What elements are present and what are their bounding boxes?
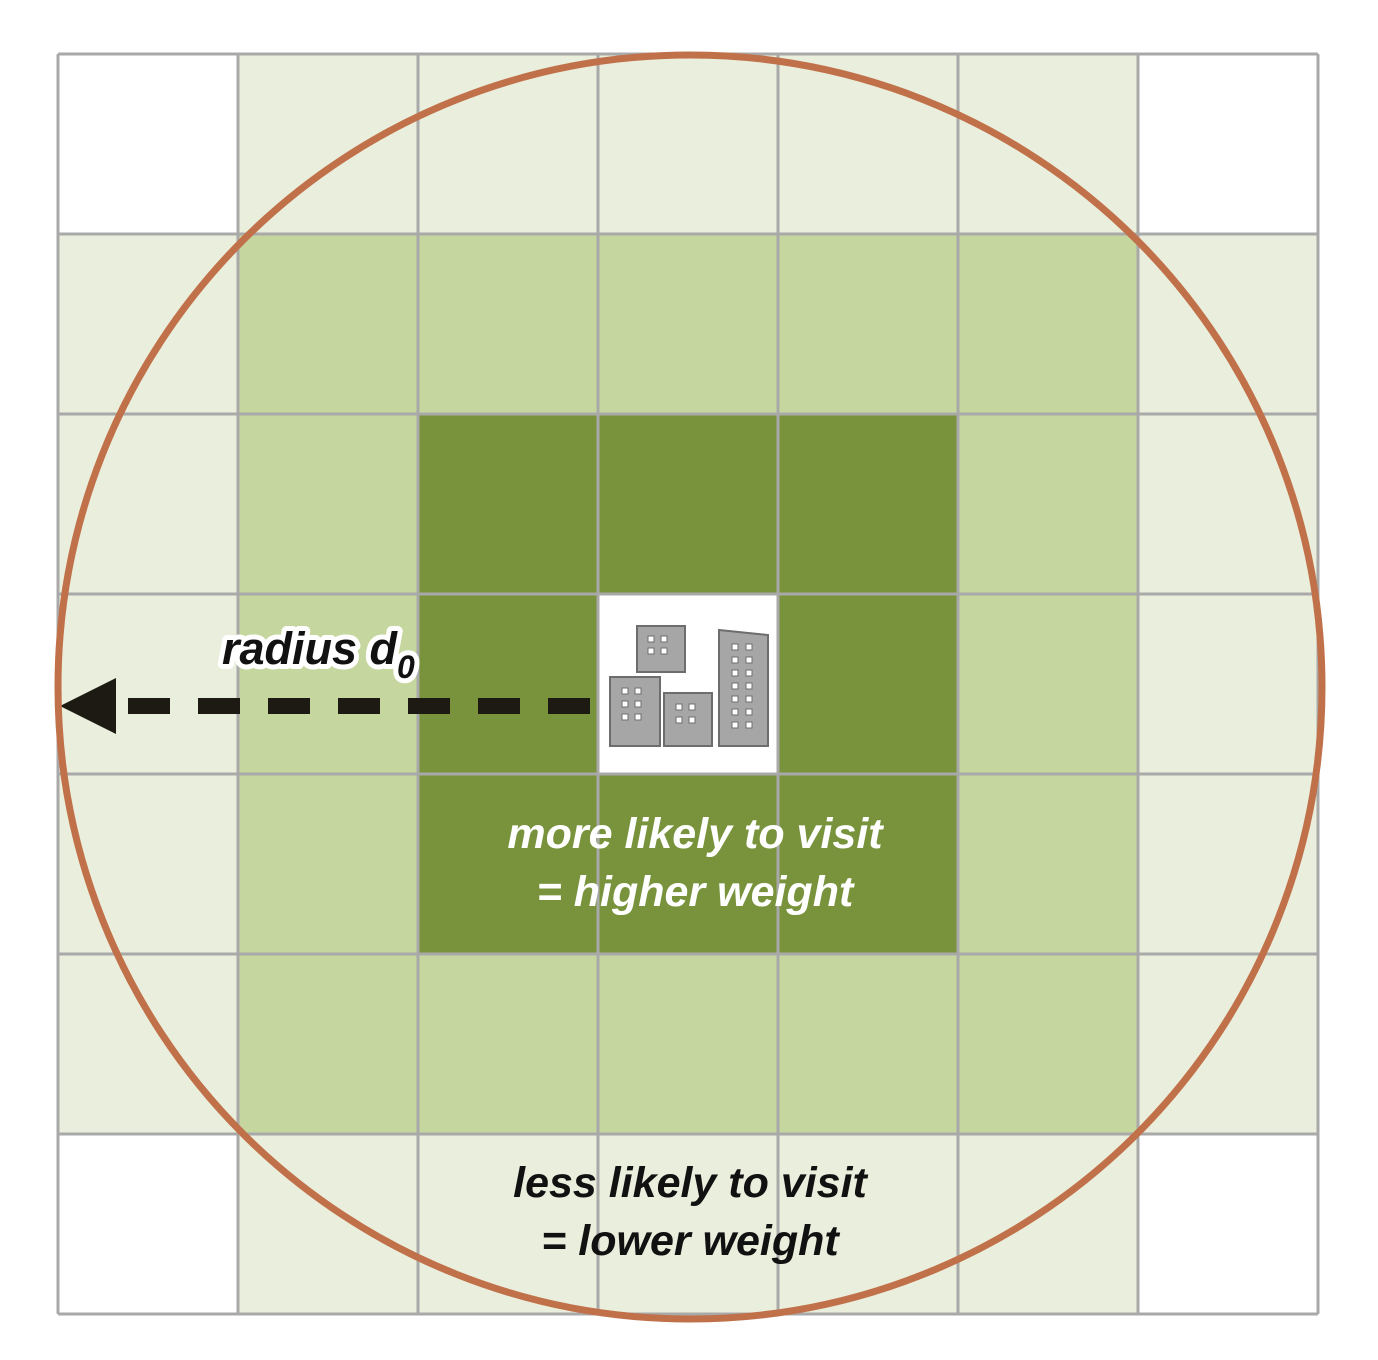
grid-cell-outer bbox=[598, 1134, 778, 1314]
grid-cell-outer bbox=[58, 954, 238, 1134]
building-window bbox=[745, 695, 753, 703]
building-window bbox=[745, 669, 753, 677]
building-window bbox=[745, 721, 753, 729]
building-window bbox=[745, 643, 753, 651]
grid-cell-outer bbox=[778, 1134, 958, 1314]
grid-cell-outside bbox=[58, 1134, 238, 1314]
lower-weight-line2: = lower weight bbox=[541, 1217, 840, 1265]
grid-cell-middle bbox=[238, 234, 418, 414]
grid-cell-outer bbox=[238, 54, 418, 234]
grid-cell-inner bbox=[778, 594, 958, 774]
grid-cell-inner bbox=[778, 414, 958, 594]
grid-cell-outer bbox=[958, 54, 1138, 234]
arrow-head bbox=[60, 678, 116, 734]
grid-cell-inner bbox=[418, 594, 598, 774]
grid-cell-outer bbox=[58, 234, 238, 414]
radius-subscript: 0 bbox=[397, 649, 415, 685]
grid-cell-middle bbox=[958, 414, 1138, 594]
radius-label: radius d0 bbox=[222, 623, 415, 685]
building-window bbox=[731, 695, 739, 703]
city-buildings-icon bbox=[609, 625, 769, 747]
building-window bbox=[634, 687, 642, 695]
grid-cell-middle bbox=[418, 234, 598, 414]
building-window bbox=[675, 716, 683, 724]
grid-cell-outside bbox=[1138, 54, 1318, 234]
building-window bbox=[660, 647, 668, 655]
grid-cell-middle bbox=[778, 234, 958, 414]
building-window bbox=[647, 647, 655, 655]
grid-cell-outer bbox=[58, 774, 238, 954]
grid-cell-inner bbox=[598, 774, 778, 954]
building-tall-right bbox=[718, 628, 769, 747]
building-front-middle bbox=[663, 692, 713, 747]
building-window bbox=[621, 687, 629, 695]
building-window bbox=[634, 713, 642, 721]
grid-cell-outer bbox=[1138, 414, 1318, 594]
building-windows bbox=[621, 635, 753, 729]
building-window bbox=[745, 708, 753, 716]
building-window bbox=[745, 682, 753, 690]
building-window bbox=[731, 643, 739, 651]
grid-cell-inner bbox=[418, 774, 598, 954]
grid-cell-outer bbox=[1138, 594, 1318, 774]
building-window bbox=[731, 682, 739, 690]
building-window bbox=[621, 700, 629, 708]
grid-cell-middle bbox=[238, 414, 418, 594]
grid-cell-inner bbox=[598, 414, 778, 594]
building-window bbox=[621, 713, 629, 721]
building-window bbox=[688, 716, 696, 724]
grid-cell-middle bbox=[418, 954, 598, 1134]
radius-label-text: radius d bbox=[222, 623, 399, 674]
building-window bbox=[731, 669, 739, 677]
dashed-left-arrow-icon bbox=[60, 678, 590, 734]
building-window bbox=[731, 708, 739, 716]
grid-cell-middle bbox=[958, 234, 1138, 414]
grid-cell-outer bbox=[598, 54, 778, 234]
building-window bbox=[688, 703, 696, 711]
grid-cell-outer bbox=[1138, 234, 1318, 414]
grid-cell-middle bbox=[958, 774, 1138, 954]
higher-weight-line2: = higher weight bbox=[537, 868, 855, 916]
lower-weight-line1: less likely to visit bbox=[513, 1159, 868, 1207]
higher-weight-line1: more likely to visit bbox=[507, 810, 884, 858]
building-window bbox=[675, 703, 683, 711]
grid-cell-middle bbox=[598, 234, 778, 414]
grid-cell-outer bbox=[1138, 774, 1318, 954]
grid-cell-inner bbox=[418, 414, 598, 594]
grid-cell-inner bbox=[778, 774, 958, 954]
grid-cell-middle bbox=[238, 774, 418, 954]
building-window bbox=[731, 656, 739, 664]
building-window bbox=[634, 700, 642, 708]
grid-cell-middle bbox=[598, 954, 778, 1134]
grid-cell-middle bbox=[238, 954, 418, 1134]
building-window bbox=[745, 656, 753, 664]
grid-cell-outer bbox=[58, 594, 238, 774]
building-window bbox=[647, 635, 655, 643]
grid-cell-middle bbox=[778, 954, 958, 1134]
grid-cell-outer bbox=[418, 1134, 598, 1314]
grid-cell-middle bbox=[238, 594, 418, 774]
grid-cell-middle bbox=[958, 594, 1138, 774]
grid-cells bbox=[58, 54, 1318, 1314]
building-front-left bbox=[609, 676, 661, 747]
grid-cell-outside bbox=[1138, 1134, 1318, 1314]
building-window bbox=[731, 721, 739, 729]
grid-cell-middle bbox=[958, 954, 1138, 1134]
radius-circle bbox=[54, 51, 1326, 1323]
building-window bbox=[660, 635, 668, 643]
grid-cell-outer bbox=[238, 1134, 418, 1314]
grid-cell-outside bbox=[58, 54, 238, 234]
